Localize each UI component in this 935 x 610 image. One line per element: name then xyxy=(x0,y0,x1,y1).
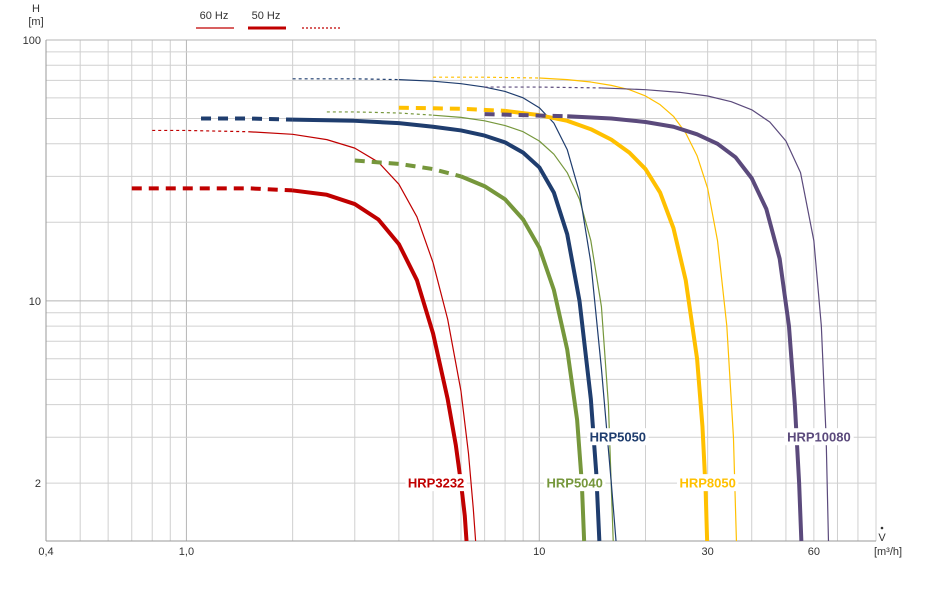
curve-label-text: HRP8050 xyxy=(679,476,735,491)
x-tick-label: 0,4 xyxy=(38,546,53,558)
curve-label-hrp3232: HRP3232 xyxy=(405,474,467,492)
curve-label-text: HRP5040 xyxy=(547,476,603,491)
curve-label-hrp10080: HRP10080 xyxy=(784,428,854,446)
curve-label-background xyxy=(405,474,467,492)
legend-item-1: 60 Hz xyxy=(196,10,234,29)
curve-hrp5040-60hz xyxy=(433,114,614,542)
curve-label-background xyxy=(676,474,739,492)
x-tick-label: 1,0 xyxy=(179,546,194,558)
y-axis-label: H xyxy=(32,3,40,15)
curve-labels: HRP3232 HRP5040 HRP5050 HRP8050 HRP10080 xyxy=(405,428,854,492)
curve-hrp5050-50hz xyxy=(292,117,602,542)
y-tick-label: 2 xyxy=(35,478,41,490)
curve-label-text: HRP3232 xyxy=(408,476,464,491)
legend: 60 Hz 50 Hz xyxy=(196,10,340,30)
curve-dashed-hrp3232-60hz xyxy=(152,129,249,133)
curve-hrp3232-60hz xyxy=(248,131,477,542)
curve-dashed-hrp5040-50hz xyxy=(354,158,462,179)
curve-label-hrp5050: HRP5050 xyxy=(587,428,649,446)
y-tick-label: 10 xyxy=(29,296,41,308)
curve-dashed-hrp5050-50hz xyxy=(201,116,293,122)
curve-dashed-hrp10080-50hz xyxy=(484,112,568,119)
curve-hrp5050-60hz xyxy=(398,79,617,542)
curve-dashed-hrp10080-60hz xyxy=(484,86,602,89)
curve-hrp10080-60hz xyxy=(601,87,830,542)
curve-dashed-hrp3232-50hz xyxy=(131,186,293,193)
grid xyxy=(45,39,877,541)
axes: 0,4 1,0 10 30 60 2 10 100 H[m] V [m³/h] xyxy=(23,3,902,558)
legend-item-2: 50 Hz xyxy=(248,10,286,30)
curve-label-text: HRP10080 xyxy=(787,430,851,445)
y-axis-unit: [m] xyxy=(28,16,43,28)
curve-hrp10080-50hz xyxy=(567,114,804,542)
curve-label-hrp5040: HRP5040 xyxy=(543,474,606,492)
curve-dashed-hrp5050-60hz xyxy=(292,78,399,81)
curve-dashed-hrp8050-60hz xyxy=(433,76,540,79)
curve-label-background xyxy=(587,428,649,446)
curve-dashed-hrp5040-60hz xyxy=(326,111,434,116)
legend-label: 60 Hz xyxy=(200,10,229,22)
curve-hrp8050-60hz xyxy=(539,77,738,542)
x-tick-label: 60 xyxy=(808,546,820,558)
curve-label-text: HRP5050 xyxy=(590,430,646,445)
curve-label-hrp8050: HRP8050 xyxy=(676,474,739,492)
x-axis-label-dot xyxy=(880,526,884,530)
curve-hrp5040-50hz xyxy=(460,174,587,542)
curve-dashed-hrp8050-50hz xyxy=(398,105,506,113)
curve-hrp8050-50hz xyxy=(504,108,710,542)
legend-label: 50 Hz xyxy=(252,10,281,22)
x-tick-label: 30 xyxy=(702,546,714,558)
curves xyxy=(131,76,830,542)
x-axis-unit: [m³/h] xyxy=(874,546,902,558)
y-tick-label: 100 xyxy=(23,35,41,47)
curve-label-background xyxy=(543,474,606,492)
x-tick-label: 10 xyxy=(533,546,545,558)
curve-label-background xyxy=(784,428,854,446)
x-axis-label: V xyxy=(878,532,886,544)
